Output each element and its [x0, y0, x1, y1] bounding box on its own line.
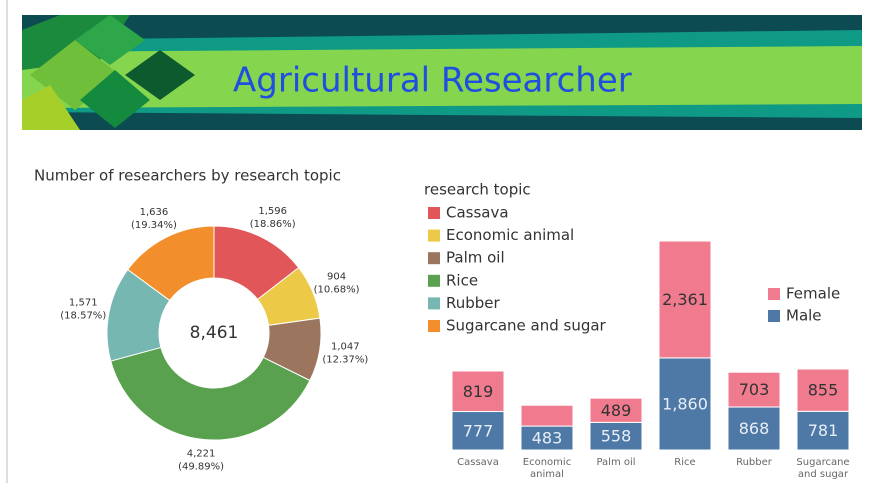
legend-swatch [768, 288, 780, 300]
legend-label: Rice [446, 271, 478, 289]
bar-value-label: 483 [532, 429, 563, 448]
bar-value-label: 558 [601, 427, 632, 446]
x-tick-label: Rice [653, 457, 717, 469]
bar-segment [521, 405, 573, 426]
bar-value-label: 703 [739, 380, 770, 399]
x-tick-label: Cassava [446, 457, 510, 469]
x-tick-label: Rubber [722, 457, 786, 469]
bar-value-label: 781 [808, 421, 839, 440]
slice-percent: (49.89%) [178, 461, 224, 472]
slice-percent: (10.68%) [314, 284, 360, 295]
legend-swatch [428, 275, 440, 287]
slice-value: 904 [327, 271, 346, 282]
slice-value: 1,047 [331, 341, 360, 352]
legend-label: Palm oil [446, 249, 505, 267]
legend-swatch [428, 252, 440, 264]
bar-value-label: 777 [463, 421, 494, 440]
slice-label: 4,221 (49.89%) [178, 448, 224, 472]
bar-value-label: 819 [463, 382, 494, 401]
legend-label: Sugarcane and sugar [446, 317, 607, 335]
bar-value-label: 1,860 [662, 394, 708, 413]
donut-total: 8,461 [190, 323, 239, 343]
slice-value: 1,571 [69, 298, 98, 309]
banner-title: Agricultural Researcher [233, 61, 632, 101]
bar-value-label: 489 [601, 401, 632, 420]
bar-value-label: 855 [808, 381, 839, 400]
legend-label: Rubber [446, 294, 501, 312]
slice-percent: (18.57%) [60, 311, 106, 322]
x-tick-label: Palm oil [584, 457, 648, 469]
bar-value-label: 2,361 [662, 290, 708, 309]
x-tick-label: Economic animal [515, 457, 579, 481]
legend-swatch [428, 207, 440, 219]
legend-swatch [428, 230, 440, 242]
slice-percent: (18.86%) [250, 219, 296, 230]
chart-title: Number of researchers by research topic [34, 167, 341, 185]
x-tick-label: Sugarcane and sugar [791, 457, 855, 481]
legend-label: Male [786, 307, 822, 325]
legend-swatch [428, 320, 440, 332]
slice-percent: (12.37%) [322, 354, 368, 365]
slice-label: 904 (10.68%) [314, 271, 360, 295]
legend-swatch [768, 310, 780, 322]
slice-label: 1,636 (19.34%) [131, 207, 177, 231]
slice-value: 1,636 [140, 207, 169, 218]
banner: Agricultural Researcher [22, 15, 862, 130]
dashboard: Agricultural Researcher Number of resear… [0, 0, 879, 483]
slice-label: 1,596 (18.86%) [250, 206, 296, 230]
legend-label: Cassava [446, 204, 509, 222]
legend-title: research topic [424, 181, 531, 199]
slice-label: 1,571 (18.57%) [60, 298, 106, 322]
bar-value-label: 868 [739, 419, 770, 438]
slice-value: 4,221 [187, 448, 216, 459]
legend-swatch [428, 297, 440, 309]
slice-value: 1,596 [258, 206, 287, 217]
slice-percent: (19.34%) [131, 220, 177, 231]
page: Agricultural Researcher Number of resear… [0, 0, 879, 483]
legend-label: Female [786, 285, 840, 303]
slice-label: 1,047 (12.37%) [322, 341, 368, 365]
legend-label: Economic animal [446, 226, 574, 244]
